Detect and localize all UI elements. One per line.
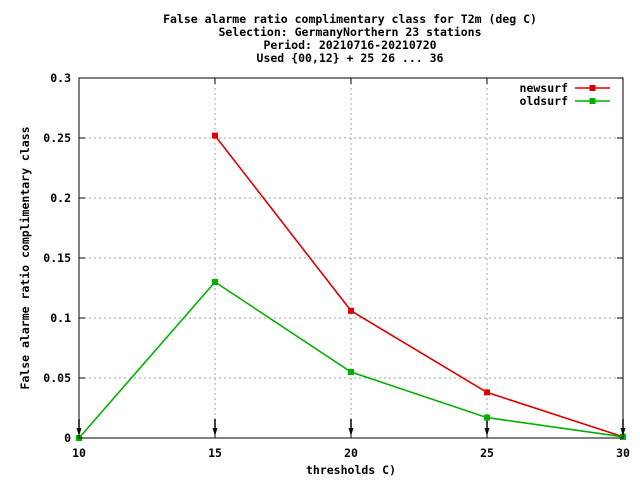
legend-marker-oldsurf <box>589 98 596 104</box>
x-tick-labels: 10 15 20 25 30 <box>72 446 630 460</box>
chart-title: False alarme ratio complimentary class f… <box>163 12 537 65</box>
title-line-3: Period: 20210716-20210720 <box>263 38 436 52</box>
threshold-arrow-head <box>212 428 218 436</box>
x-tick-label: 25 <box>480 446 494 460</box>
y-tick-label: 0.05 <box>43 371 71 385</box>
y-tick-labels: 0 0.05 0.1 0.15 0.2 0.25 0.3 <box>43 71 71 445</box>
threshold-arrow-head <box>348 428 354 436</box>
grid <box>78 77 624 439</box>
x-tick-label: 15 <box>208 446 222 460</box>
series-line-newsurf <box>214 135 624 438</box>
threshold-markers <box>76 419 626 436</box>
data-point-newsurf <box>212 132 218 139</box>
data-point-oldsurf <box>348 369 354 375</box>
y-tick-label: 0.15 <box>43 251 71 265</box>
x-axis-label: thresholds C) <box>306 463 396 477</box>
title-line-1: False alarme ratio complimentary class f… <box>163 12 537 26</box>
legend-label-oldsurf: oldsurf <box>520 94 569 108</box>
y-tick-label: 0.3 <box>50 71 71 85</box>
y-tick-label: 0.1 <box>50 311 71 325</box>
data-point-oldsurf <box>484 414 490 421</box>
title-line-2: Selection: GermanyNorthern 23 stations <box>218 25 481 39</box>
x-tick-label: 30 <box>616 446 630 460</box>
legend-label-newsurf: newsurf <box>520 81 569 95</box>
threshold-arrow-head <box>484 428 490 436</box>
y-tick-label: 0.2 <box>50 191 71 205</box>
y-tick-label: 0 <box>64 431 71 445</box>
y-axis-label: False alarme ratio complimentary class <box>18 126 32 389</box>
x-tick-label: 20 <box>344 446 358 460</box>
y-tick-label: 0.25 <box>43 131 71 145</box>
data-point-newsurf <box>348 307 354 314</box>
x-tick-label: 10 <box>72 446 86 460</box>
data-point-newsurf <box>484 389 490 396</box>
legend-marker-newsurf <box>589 85 596 91</box>
title-line-4: Used {00,12} + 25 26 ... 36 <box>257 51 444 65</box>
data-point-oldsurf <box>212 279 218 285</box>
plot-frame <box>78 77 624 439</box>
